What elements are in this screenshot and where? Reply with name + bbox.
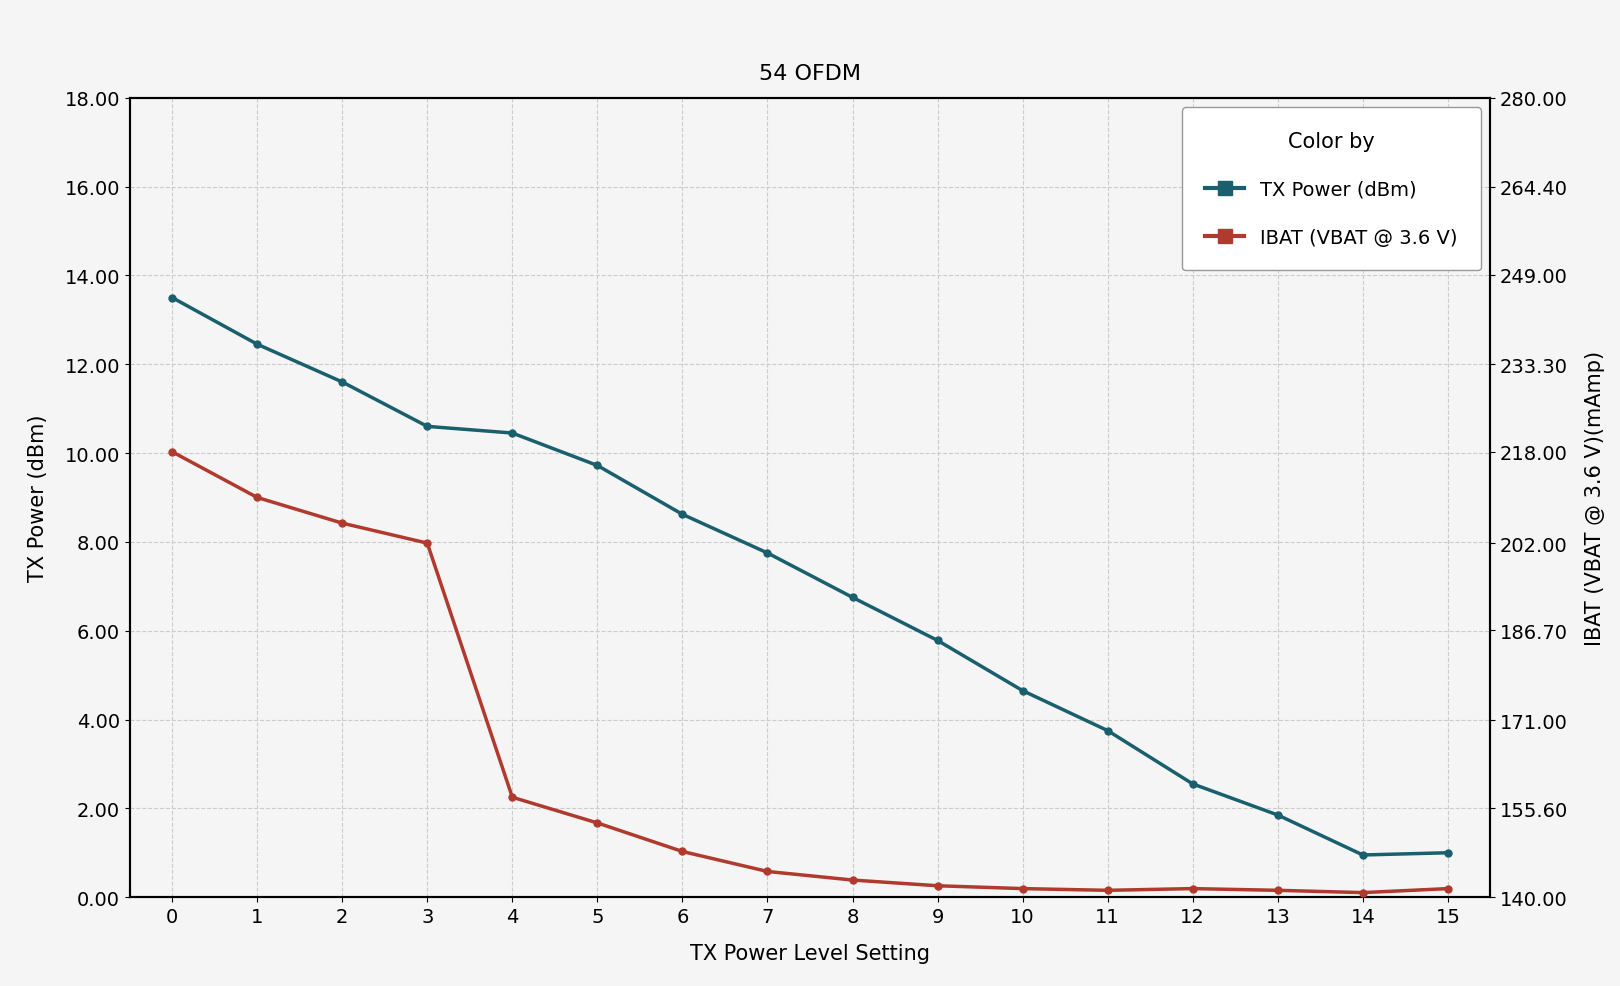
X-axis label: TX Power Level Setting: TX Power Level Setting	[690, 943, 930, 962]
Text: 54 OFDM: 54 OFDM	[760, 64, 860, 84]
Y-axis label: IBAT (VBAT @ 3.6 V)(mAmp): IBAT (VBAT @ 3.6 V)(mAmp)	[1584, 350, 1605, 646]
Y-axis label: TX Power (dBm): TX Power (dBm)	[28, 414, 47, 582]
Legend: TX Power (dBm), IBAT (VBAT @ 3.6 V): TX Power (dBm), IBAT (VBAT @ 3.6 V)	[1183, 108, 1481, 271]
